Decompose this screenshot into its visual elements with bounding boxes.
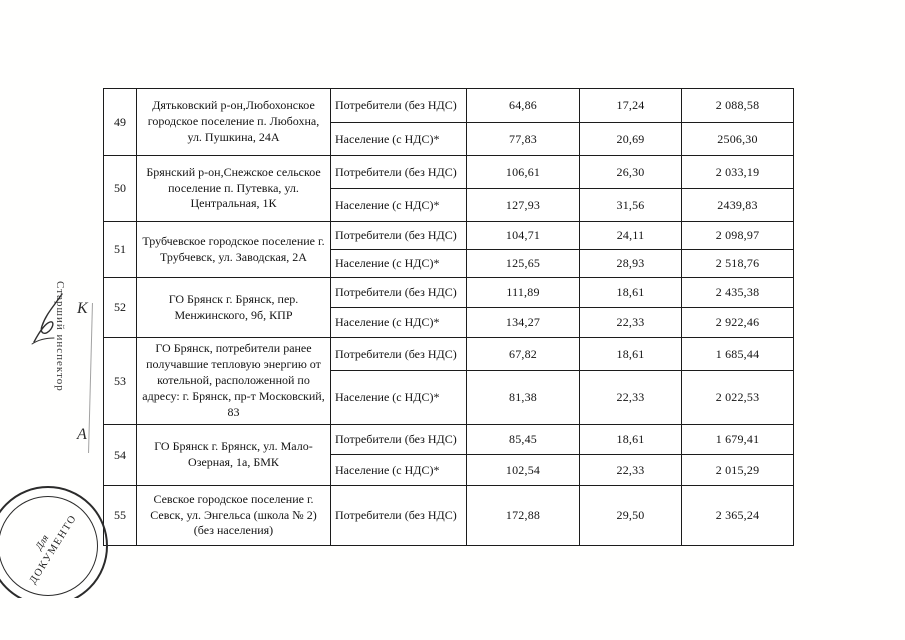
table-row: 51 Трубчевское городское поселение г. Тр… — [103, 221, 794, 278]
tariff-table: 49 Дятьковский р-он,Любохонское городско… — [103, 88, 794, 546]
value-cell-1: 172,88 — [466, 485, 580, 546]
value-cell-3: 2439,83 — [681, 188, 794, 222]
value-cell-3: 2 015,29 — [681, 454, 794, 486]
category-cell: Потребители (без НДС) — [330, 88, 467, 123]
value-cell-1: 111,89 — [466, 277, 580, 308]
table-subrow: Население (с НДС)* 127,93 31,56 2439,83 — [104, 188, 794, 222]
value-cell-1: 85,45 — [466, 424, 580, 455]
row-number-cell: 51 — [103, 221, 137, 278]
table-subrow: Население (с НДС)* 134,27 22,33 2 922,46 — [104, 307, 794, 338]
category-cell: Население (с НДС)* — [330, 122, 467, 156]
category-cell: Потребители (без НДС) — [330, 155, 467, 189]
value-cell-3: 1 679,41 — [681, 424, 794, 455]
value-cell-3: 2 098,97 — [681, 221, 794, 250]
value-cell-2: 18,61 — [579, 424, 682, 455]
location-cell: Брянский р-он,Снежское сельское поселени… — [136, 155, 331, 222]
category-cell: Население (с НДС)* — [330, 188, 467, 222]
table-row: 50 Брянский р-он,Снежское сельское посел… — [103, 155, 794, 222]
location-cell: ГО Брянск г. Брянск, ул. Мало-Озерная, 1… — [136, 424, 331, 486]
value-cell-2: 20,69 — [579, 122, 682, 156]
table-row: 55 Севское городское поселение г. Севск,… — [103, 485, 794, 546]
value-cell-2: 18,61 — [579, 337, 682, 371]
stamp-text-line2: ДОКУМЕНТО — [27, 512, 80, 587]
location-cell: Трубчевское городское поселение г. Трубч… — [136, 221, 331, 278]
handwritten-letter-a: А — [77, 426, 87, 443]
value-cell-2: 22,33 — [579, 370, 682, 425]
value-cell-1: 134,27 — [466, 307, 580, 338]
value-cell-3: 2 022,53 — [681, 370, 794, 425]
table-subrow: Население (с НДС)* 125,65 28,93 2 518,76 — [104, 249, 794, 278]
category-cell: Население (с НДС)* — [330, 370, 467, 425]
category-cell: Потребители (без НДС) — [330, 277, 467, 308]
location-cell: Дятьковский р-он,Любохонское городское п… — [136, 88, 331, 156]
value-cell-1: 106,61 — [466, 155, 580, 189]
inspector-stamp-text: Старший инспектор — [54, 281, 66, 392]
location-cell: ГО Брянск г. Брянск, пер. Менжинского, 9… — [136, 277, 331, 338]
value-cell-1: 102,54 — [466, 454, 580, 486]
margin-bracket-line — [88, 303, 93, 453]
value-cell-2: 22,33 — [579, 307, 682, 338]
row-number-cell: 55 — [103, 485, 137, 546]
category-cell: Население (с НДС)* — [330, 249, 467, 278]
value-cell-1: 67,82 — [466, 337, 580, 371]
value-cell-3: 2506,30 — [681, 122, 794, 156]
location-cell: ГО Брянск, потребители ранее получавшие … — [136, 337, 331, 425]
value-cell-2: 17,24 — [579, 88, 682, 123]
table-row: 53 ГО Брянск, потребители ранее получавш… — [103, 337, 794, 425]
value-cell-2: 31,56 — [579, 188, 682, 222]
table-row: 49 Дятьковский р-он,Любохонское городско… — [103, 88, 794, 156]
category-cell: Потребители (без НДС) — [330, 485, 467, 546]
value-cell-1: 125,65 — [466, 249, 580, 278]
value-cell-1: 64,86 — [466, 88, 580, 123]
table-subrow: Население (с НДС)* 81,38 22,33 2 022,53 — [104, 370, 794, 425]
value-cell-3: 2 435,38 — [681, 277, 794, 308]
value-cell-2: 18,61 — [579, 277, 682, 308]
category-cell: Население (с НДС)* — [330, 307, 467, 338]
value-cell-3: 2 033,19 — [681, 155, 794, 189]
category-cell: Население (с НДС)* — [330, 454, 467, 486]
stamp-outer-ring — [0, 486, 108, 598]
handwritten-letter-k: К — [77, 300, 88, 317]
value-cell-2: 28,93 — [579, 249, 682, 278]
category-cell: Потребители (без НДС) — [330, 424, 467, 455]
value-cell-2: 22,33 — [579, 454, 682, 486]
table-row: 52 ГО Брянск г. Брянск, пер. Менжинского… — [103, 277, 794, 338]
value-cell-2: 24,11 — [579, 221, 682, 250]
row-number-cell: 49 — [103, 88, 137, 156]
table-row: 54 ГО Брянск г. Брянск, ул. Мало-Озерная… — [103, 424, 794, 486]
row-number-cell: 52 — [103, 277, 137, 338]
value-cell-1: 104,71 — [466, 221, 580, 250]
row-number-cell: 50 — [103, 155, 137, 222]
table-subrow: Население (с НДС)* 102,54 22,33 2 015,29 — [104, 454, 794, 486]
row-number-cell: 54 — [103, 424, 137, 486]
category-cell: Потребители (без НДС) — [330, 337, 467, 371]
document-round-stamp: Для ДОКУМЕНТО — [0, 482, 114, 598]
value-cell-2: 26,30 — [579, 155, 682, 189]
value-cell-3: 2 518,76 — [681, 249, 794, 278]
row-number-cell: 53 — [103, 337, 137, 425]
stamp-text: Для ДОКУМЕНТО — [0, 482, 114, 598]
signature — [31, 293, 63, 345]
stamp-inner-ring — [0, 496, 98, 596]
value-cell-2: 29,50 — [579, 485, 682, 546]
value-cell-3: 1 685,44 — [681, 337, 794, 371]
value-cell-1: 127,93 — [466, 188, 580, 222]
value-cell-3: 2 365,24 — [681, 485, 794, 546]
value-cell-3: 2 922,46 — [681, 307, 794, 338]
category-cell: Потребители (без НДС) — [330, 221, 467, 250]
value-cell-3: 2 088,58 — [681, 88, 794, 123]
table-subrow: Население (с НДС)* 77,83 20,69 2506,30 — [104, 122, 794, 156]
value-cell-1: 77,83 — [466, 122, 580, 156]
value-cell-1: 81,38 — [466, 370, 580, 425]
location-cell: Севское городское поселение г. Севск, ул… — [136, 485, 331, 546]
